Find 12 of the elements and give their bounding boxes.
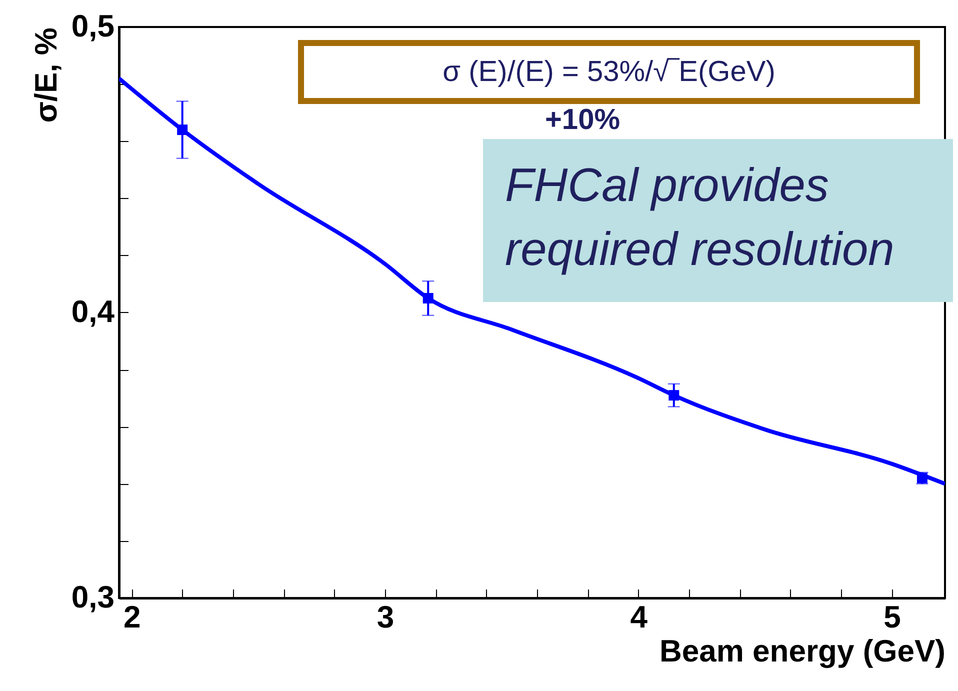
annotation: σ (E)/(E) = 53%/√‾E(GeV) xyxy=(298,40,920,104)
x-tick-label: 3 xyxy=(376,600,394,634)
x-axis-title: Beam energy (GeV) xyxy=(660,634,946,668)
y-tick-label: 0,4 xyxy=(71,294,116,329)
annotation: FHCal provides required resolution xyxy=(483,139,953,302)
x-tick-label: 2 xyxy=(124,600,141,634)
y-axis-title: σ/E, % xyxy=(28,28,64,123)
annotation: +10% xyxy=(545,104,620,137)
x-tick-label: 4 xyxy=(630,600,648,634)
y-tick-label: 0,3 xyxy=(71,580,114,614)
y-tick-label: 0,5 xyxy=(71,8,114,44)
x-tick-label: 5 xyxy=(884,600,901,634)
